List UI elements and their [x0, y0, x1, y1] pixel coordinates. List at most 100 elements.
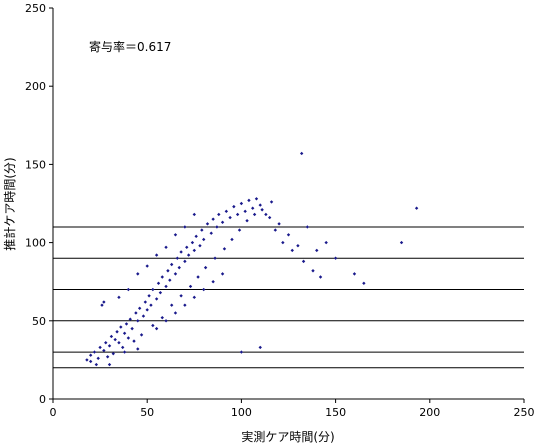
- data-point: [100, 303, 104, 307]
- data-point: [211, 217, 215, 221]
- data-point: [136, 272, 140, 276]
- data-point: [192, 295, 196, 300]
- data-point: [105, 355, 110, 359]
- data-point: [228, 215, 232, 220]
- data-point: [154, 326, 159, 331]
- x-tick-label: 250: [514, 406, 535, 419]
- data-point: [130, 326, 134, 331]
- data-point: [213, 256, 217, 260]
- data-point: [102, 348, 106, 353]
- data-point: [315, 248, 319, 253]
- data-point: [188, 284, 193, 289]
- data-point: [102, 300, 106, 304]
- data-point: [179, 250, 183, 254]
- data-point: [173, 311, 178, 315]
- data-point: [115, 330, 119, 334]
- data-point: [109, 334, 114, 339]
- data-point: [220, 272, 225, 276]
- data-point: [203, 265, 208, 270]
- data-point: [173, 272, 178, 276]
- y-tick-label: 200: [25, 80, 46, 93]
- data-point: [186, 253, 191, 257]
- data-point: [200, 228, 204, 232]
- data-point: [273, 228, 278, 232]
- data-point: [222, 247, 227, 251]
- data-point: [122, 331, 127, 336]
- data-point: [247, 198, 251, 203]
- data-point: [126, 336, 131, 340]
- data-point: [286, 233, 291, 237]
- data-point: [113, 337, 117, 342]
- data-point: [258, 203, 262, 207]
- data-point: [164, 245, 168, 249]
- y-tick-label: 250: [25, 2, 46, 15]
- data-point: [98, 345, 102, 350]
- data-point: [132, 339, 136, 343]
- data-point: [122, 350, 127, 354]
- data-point: [305, 225, 310, 229]
- data-point: [209, 231, 213, 235]
- data-point: [169, 303, 174, 307]
- data-point: [107, 362, 112, 367]
- data-point: [281, 240, 285, 245]
- x-tick-label: 150: [325, 406, 346, 419]
- data-point: [324, 240, 328, 245]
- data-point: [151, 323, 155, 328]
- data-point: [145, 308, 149, 312]
- data-point: [230, 237, 234, 242]
- data-point: [258, 345, 262, 350]
- data-point: [169, 262, 174, 267]
- data-point: [205, 222, 210, 226]
- data-point: [151, 287, 155, 292]
- data-point: [245, 219, 249, 223]
- data-point: [154, 253, 159, 257]
- data-point: [164, 284, 168, 289]
- data-point: [224, 209, 229, 214]
- data-point: [88, 353, 93, 357]
- data-point: [202, 237, 206, 242]
- data-point: [196, 275, 200, 279]
- data-point: [173, 233, 178, 237]
- x-axis-title: 実測ケア時間(分): [241, 429, 334, 444]
- data-point: [156, 281, 161, 285]
- data-point: [277, 222, 281, 226]
- data-point: [111, 351, 115, 356]
- data-point: [160, 315, 164, 320]
- data-points: [85, 151, 419, 367]
- y-tick-label: 100: [25, 237, 46, 250]
- y-tick-label: 0: [39, 393, 46, 406]
- data-point: [301, 259, 306, 264]
- data-point: [136, 319, 140, 323]
- data-point: [352, 272, 357, 276]
- data-point: [164, 319, 168, 323]
- data-point: [141, 314, 146, 318]
- data-point: [168, 278, 172, 282]
- data-point: [235, 212, 240, 217]
- data-point: [137, 306, 142, 310]
- data-point: [217, 212, 221, 217]
- data-point: [190, 240, 195, 245]
- data-point: [333, 256, 338, 260]
- y-axis-ticks: 0 50 100 150 200 250: [25, 2, 53, 406]
- data-point: [177, 265, 181, 270]
- data-point: [194, 234, 198, 239]
- x-axis-ticks: 0 50 100 150 200 250: [50, 399, 535, 419]
- data-point: [85, 358, 89, 362]
- data-point: [318, 275, 323, 279]
- data-point: [211, 280, 215, 284]
- data-point: [154, 297, 159, 301]
- data-point: [104, 340, 108, 345]
- data-point: [232, 204, 236, 209]
- data-point: [149, 303, 153, 307]
- data-point: [239, 350, 244, 354]
- data-point: [121, 345, 125, 350]
- data-point: [126, 287, 131, 292]
- x-tick-label: 0: [50, 406, 57, 419]
- data-point: [119, 325, 123, 329]
- data-point: [243, 209, 247, 214]
- data-point: [269, 200, 274, 204]
- data-point: [117, 295, 121, 300]
- data-point: [202, 287, 206, 292]
- data-point: [252, 212, 257, 217]
